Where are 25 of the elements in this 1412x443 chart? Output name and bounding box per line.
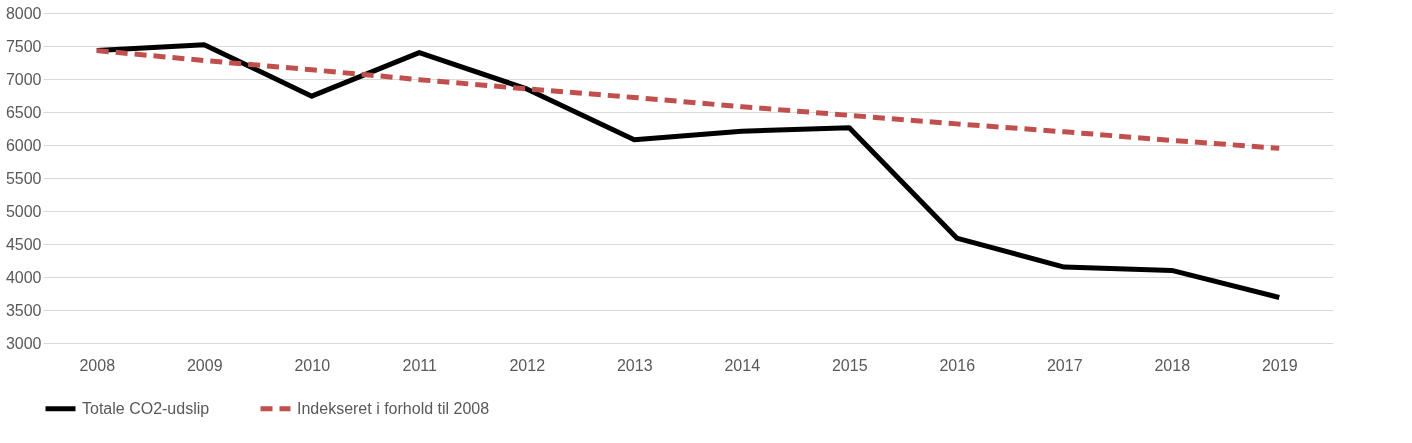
y-tick-label: 4500 (5, 235, 42, 253)
y-tick-label: 3000 (5, 334, 42, 352)
x-tick-label: 2008 (79, 356, 116, 374)
legend-label: Totale CO2-udslip (82, 399, 210, 417)
y-tick-label: 6500 (5, 103, 42, 121)
x-tick-label: 2009 (186, 356, 223, 374)
y-tick-label: 3500 (5, 301, 42, 319)
y-tick-label: 5500 (5, 169, 42, 187)
x-tick-label: 2015 (831, 356, 868, 374)
x-tick-label: 2012 (509, 356, 546, 374)
x-tick-label: 2014 (724, 356, 761, 374)
y-tick-label: 7000 (5, 70, 42, 88)
x-tick-label: 2016 (939, 356, 976, 374)
y-tick-label: 6000 (5, 136, 42, 154)
x-tick-label: 2018 (1154, 356, 1191, 374)
legend-label: Indekseret i forhold til 2008 (297, 399, 490, 417)
x-tick-label: 2011 (402, 356, 438, 374)
y-tick-label: 5000 (5, 202, 42, 220)
y-tick-label: 4000 (5, 268, 42, 286)
x-tick-label: 2013 (616, 356, 653, 374)
x-tick-label: 2017 (1046, 356, 1083, 374)
y-tick-label: 7500 (5, 37, 42, 55)
y-tick-label: 8000 (5, 4, 42, 22)
x-tick-label: 2010 (294, 356, 331, 374)
x-tick-label: 2019 (1261, 356, 1298, 374)
